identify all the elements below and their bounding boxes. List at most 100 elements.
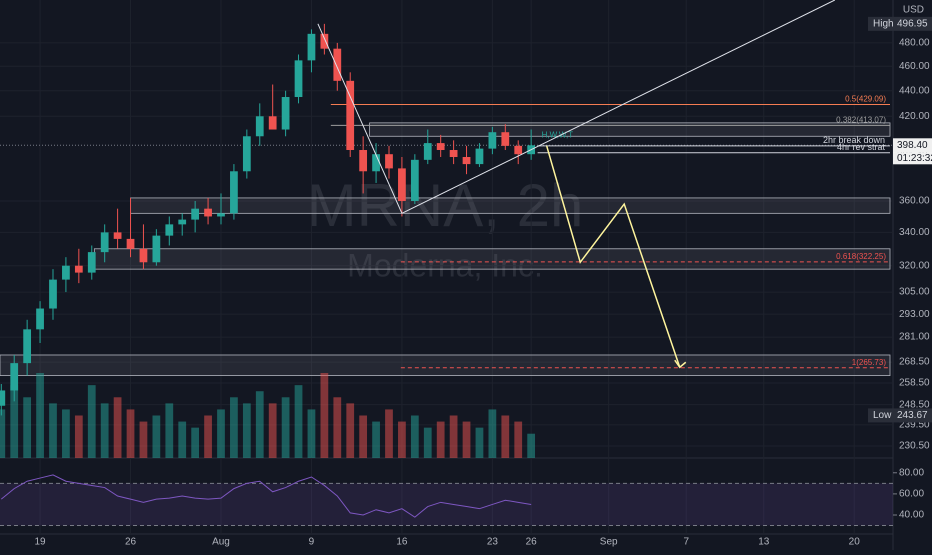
- candle-body: [74, 265, 83, 273]
- candle-body: [359, 150, 368, 172]
- volume-bar: [10, 385, 19, 458]
- candle-body: [333, 48, 342, 81]
- x-tick-label: Aug: [212, 537, 230, 548]
- candle-body: [178, 219, 187, 225]
- volume-bar: [23, 397, 32, 458]
- y-tick-label: 258.50: [899, 378, 930, 389]
- volume-bar: [281, 397, 290, 458]
- volume-bar: [385, 409, 393, 458]
- volume-bar: [398, 421, 406, 458]
- volume-bar: [320, 373, 329, 458]
- candle-body: [462, 157, 471, 165]
- candle-body: [0, 390, 6, 406]
- high-marker-box: [868, 16, 932, 31]
- y-tick-label: 480.00: [899, 38, 930, 49]
- candle-body: [113, 232, 122, 239]
- candle-body: [281, 97, 290, 130]
- zone: [369, 122, 891, 137]
- rsi-tick-label: 60.00: [899, 489, 924, 500]
- y-tick-label: 293.00: [899, 309, 930, 320]
- note: H,W,W,T: [542, 131, 574, 140]
- volume-bar: [255, 391, 264, 458]
- forecast-arrowhead: [674, 359, 687, 369]
- volume-bar: [217, 409, 225, 458]
- y-tick-label: 320.00: [899, 260, 930, 271]
- volume-bar: [410, 415, 419, 458]
- low-marker-name: Low: [873, 410, 892, 421]
- candle-body: [488, 132, 497, 149]
- volume-bar: [36, 373, 44, 458]
- volume-bar: [346, 403, 355, 458]
- volume-bar: [126, 409, 135, 458]
- volume-bar: [514, 421, 523, 458]
- volume-bar: [436, 421, 445, 458]
- high-marker-name: High: [873, 18, 894, 29]
- x-tick-label: 13: [758, 537, 770, 548]
- candle-body: [100, 232, 109, 253]
- volume-bar: [204, 415, 212, 458]
- volume-bar: [488, 409, 497, 458]
- volume-bar: [242, 403, 251, 458]
- volume-bar: [449, 415, 458, 458]
- volume-bar: [165, 403, 174, 458]
- currency: USD: [903, 5, 924, 16]
- watermark: MRNA, 2h: [307, 172, 584, 239]
- y-tick-label: 360.00: [899, 196, 930, 207]
- candle-body: [217, 213, 225, 217]
- y-tick-label: 281.00: [899, 332, 930, 343]
- candle-body: [423, 143, 432, 160]
- candle-body: [139, 248, 148, 263]
- rsi-band: [0, 483, 893, 526]
- y-tick-label: 248.50: [899, 399, 930, 410]
- x-tick-label: 20: [849, 537, 861, 548]
- candle-body: [49, 279, 57, 309]
- candle-body: [230, 171, 238, 214]
- x-tick-label: 26: [125, 537, 137, 548]
- candle-body: [307, 33, 316, 61]
- volume-bar: [191, 427, 200, 458]
- candle-body: [436, 143, 445, 151]
- x-tick-label: Sep: [600, 537, 618, 548]
- x-tick-label: 19: [34, 537, 46, 548]
- volume-bar: [178, 421, 187, 458]
- candle-body: [10, 363, 19, 391]
- volume-bar: [359, 415, 368, 458]
- candle-body: [372, 154, 380, 172]
- fib-label: 0.5(429.09): [845, 95, 886, 104]
- candle-body: [242, 136, 251, 172]
- last-price-label: 398.40: [897, 140, 928, 151]
- volume-bar: [49, 403, 57, 458]
- candle-body: [398, 168, 406, 201]
- volume-bar: [100, 403, 109, 458]
- rsi-tick-label: 40.00: [899, 510, 924, 521]
- candle-body: [475, 148, 484, 165]
- y-tick-label: 230.50: [899, 441, 930, 452]
- high-marker-label: 496.95: [897, 18, 928, 29]
- x-tick-label: 7: [683, 537, 689, 548]
- fib-label: 0.382(413.07): [836, 116, 886, 125]
- fib-label: 1(265.73): [852, 358, 887, 367]
- low-marker-box: [868, 408, 932, 423]
- candle-body: [204, 208, 212, 217]
- zone: [93, 248, 891, 270]
- candle-body: [126, 238, 135, 249]
- candle-body: [23, 329, 32, 364]
- low-marker-label: 243.67: [897, 410, 928, 421]
- trendline: [317, 0, 836, 215]
- candle-body: [320, 33, 329, 49]
- forecast-path: [545, 145, 681, 368]
- x-tick-label: 16: [396, 537, 408, 548]
- candle-body: [165, 224, 174, 236]
- volume-bar: [62, 409, 70, 458]
- volume-bar: [462, 421, 471, 458]
- candle-body: [501, 132, 510, 146]
- volume-bar: [74, 415, 83, 458]
- rsi-line: [0, 474, 532, 518]
- volume-bar: [527, 433, 536, 458]
- candle-body: [87, 252, 96, 273]
- zone: [0, 354, 891, 376]
- candle-body: [62, 265, 70, 280]
- y-tick-label: 268.50: [899, 357, 930, 368]
- x-tick-label: 26: [526, 537, 538, 548]
